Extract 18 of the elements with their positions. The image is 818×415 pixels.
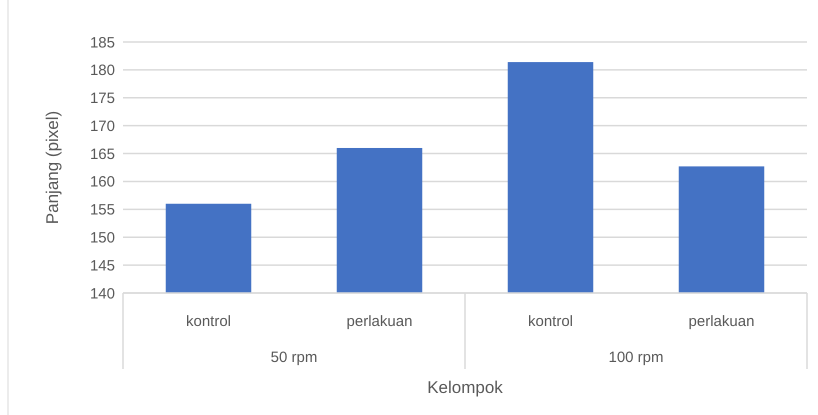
x-tick-label: perlakuan: [346, 313, 412, 330]
y-tick-label: 185: [90, 34, 115, 52]
text: 100 rpm: [608, 349, 664, 366]
y-tick-label: 155: [90, 202, 115, 219]
y-tick-label: 140: [90, 285, 115, 302]
x-axis-title: Kelompok: [427, 378, 504, 397]
y-tick-label: 180: [90, 62, 115, 80]
y-axis-title: Panjang (pixel): [43, 110, 62, 224]
y-tick-label: 165: [90, 146, 115, 163]
x-tick-label: kontrol: [186, 313, 232, 330]
x-tick-label: perlakuan: [688, 313, 754, 330]
y-tick-label: 175: [90, 90, 115, 108]
y-tick-label: 145: [90, 257, 115, 274]
y-tick-label: 170: [90, 118, 115, 135]
x-tick-label: kontrol: [528, 313, 574, 330]
text: 50 rpm: [270, 349, 318, 366]
y-tick-label: 150: [90, 229, 115, 246]
y-tick-label: 160: [90, 174, 115, 191]
